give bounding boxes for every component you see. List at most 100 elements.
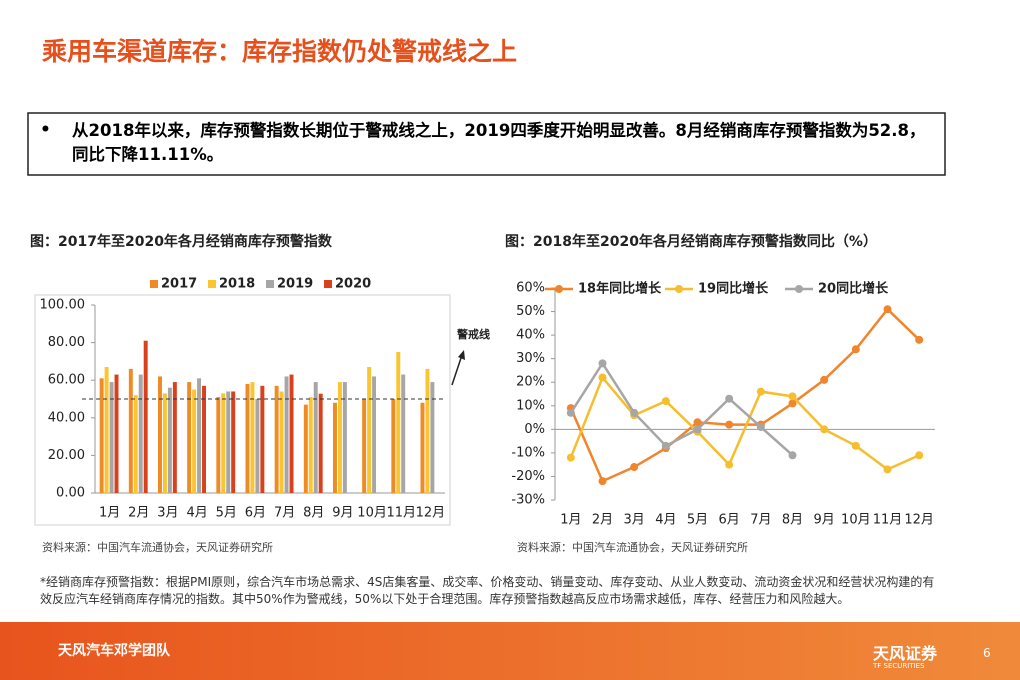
point (756, 422, 765, 431)
point (725, 420, 734, 429)
brand: 天风证券 (873, 644, 938, 663)
bar (289, 374, 294, 493)
bar (133, 395, 138, 493)
y-tick-label: 40% (516, 328, 545, 343)
bar (187, 382, 192, 493)
y-tick-label: 0.00 (56, 486, 85, 501)
point (820, 425, 829, 434)
x-tick-label: 8月 (303, 506, 324, 521)
x-tick-label: 4月 (186, 506, 207, 521)
bar (430, 382, 435, 493)
bar (313, 382, 318, 493)
point (915, 451, 924, 460)
y-tick-label: -20% (511, 469, 545, 484)
x-tick-label: 11月 (386, 506, 416, 521)
legend-marker (795, 285, 803, 293)
bar (401, 374, 406, 493)
bar (162, 393, 167, 493)
x-tick-label: 7月 (750, 513, 771, 528)
bar (362, 399, 367, 493)
bar (367, 367, 372, 493)
bar (255, 399, 260, 493)
y-tick-label: 0% (524, 422, 545, 437)
x-tick-label: 8月 (782, 513, 803, 528)
bar (420, 402, 425, 493)
point (788, 451, 797, 460)
y-tick-label: 80.00 (48, 335, 85, 350)
bar (138, 374, 143, 493)
bar (279, 391, 284, 493)
point (788, 392, 797, 401)
point (883, 305, 892, 314)
line (569, 375, 920, 471)
bar (167, 387, 172, 493)
bar (221, 393, 226, 493)
x-tick-label: 12月 (416, 506, 446, 521)
x-tick-label: 3月 (624, 513, 645, 528)
x-tick-label: 3月 (157, 506, 178, 521)
point (630, 463, 639, 472)
point (883, 465, 892, 474)
x-tick-label: 11月 (873, 513, 903, 528)
x-tick-label: 7月 (274, 506, 295, 521)
bar (391, 399, 396, 493)
y-tick-label: 60.00 (48, 373, 85, 388)
reference-arrowhead (458, 350, 465, 360)
point (915, 335, 924, 344)
x-tick-label: 4月 (655, 513, 676, 528)
bar (104, 367, 109, 493)
point (693, 418, 702, 427)
legend-marker (675, 285, 683, 293)
bar (337, 382, 342, 493)
x-tick-label: 9月 (332, 506, 353, 521)
point (661, 441, 670, 450)
x-tick-label: 1月 (560, 513, 581, 528)
point (661, 397, 670, 406)
x-tick-label: 1月 (99, 506, 120, 521)
bar (425, 368, 430, 493)
bar (342, 382, 347, 493)
point (630, 408, 639, 417)
point (725, 394, 734, 403)
plot-frame (34, 294, 451, 526)
bar (114, 374, 119, 493)
x-tick-label: 10月 (841, 513, 871, 528)
y-tick-label: -30% (511, 493, 545, 508)
bullet-mark: • (40, 120, 51, 140)
point (851, 441, 860, 450)
legend-label: 2017 (161, 277, 197, 292)
x-tick-label: 6月 (719, 513, 740, 528)
legend-label: 19同比增长 (698, 281, 769, 297)
bar (143, 340, 148, 493)
x-tick-label: 9月 (814, 513, 835, 528)
page-number: 6 (983, 646, 991, 660)
point (725, 460, 734, 469)
legend-label: 18年同比增长 (578, 281, 662, 297)
bar (245, 383, 250, 493)
y-tick-label: 40.00 (48, 410, 85, 425)
y-tick-label: 20.00 (48, 448, 85, 463)
footnote: *经销商库存预警指数：根据PMI原则，综合汽车市场总需求、4S店集客量、成交率、… (40, 575, 935, 606)
bullet-box (27, 112, 946, 176)
bar (333, 402, 337, 493)
bar (260, 385, 265, 493)
y-tick-label: 10% (516, 398, 545, 413)
legend-marker (555, 285, 563, 293)
x-tick-label: 5月 (216, 506, 237, 521)
team: 天风汽车邓学团队 (58, 643, 170, 659)
point (820, 375, 829, 384)
y-tick-label: 20% (516, 375, 545, 390)
legend-swatch (150, 280, 158, 288)
y-tick-label: 30% (516, 351, 545, 366)
bar (128, 368, 133, 493)
legend-swatch (324, 280, 332, 288)
reference-arrow (451, 354, 463, 386)
x-tick-label: 5月 (687, 513, 708, 528)
bar (202, 385, 206, 493)
bar (197, 378, 202, 493)
bar (308, 397, 313, 493)
bar (318, 393, 323, 493)
point (693, 425, 702, 434)
